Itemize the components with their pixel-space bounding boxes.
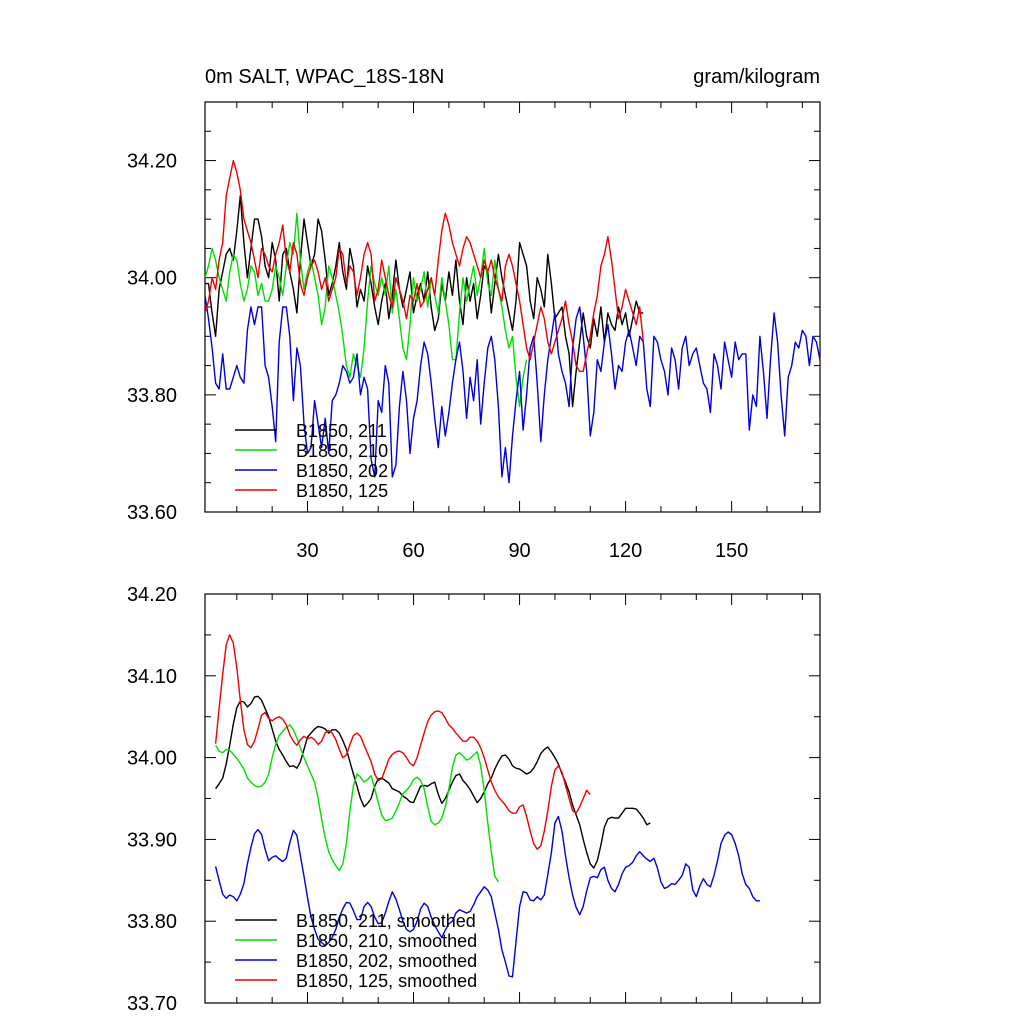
series-line	[215, 695, 651, 869]
y-tick-label: 33.80	[127, 911, 177, 933]
legend-label: B1850, 125, smoothed	[296, 971, 477, 991]
series-line	[205, 159, 644, 373]
legend-label: B1850, 202	[296, 461, 388, 481]
y-tick-label: 33.70	[127, 993, 177, 1015]
y-tick-label: 34.20	[127, 151, 177, 173]
legend-label: B1850, 210	[296, 441, 388, 461]
chart-title: 0m SALT, WPAC_18S-18N	[205, 66, 444, 88]
y-tick-label: 33.60	[127, 502, 177, 524]
y-tick-label: 33.90	[127, 829, 177, 851]
y-tick-label: 34.10	[127, 666, 177, 688]
x-tick-label: 30	[296, 540, 318, 562]
series-line	[215, 724, 499, 883]
legend-label: B1850, 210, smoothed	[296, 931, 477, 951]
series-line	[214, 634, 591, 850]
y-tick-label: 34.00	[127, 748, 177, 770]
y-tick-label: 34.00	[127, 268, 177, 290]
series-line	[214, 815, 760, 978]
units-label: gram/kilogram	[693, 66, 820, 88]
y-tick-label: 33.80	[127, 385, 177, 407]
y-tick-label: 34.20	[127, 584, 177, 606]
legend-label: B1850, 211	[296, 421, 387, 441]
x-tick-label: 90	[508, 540, 530, 562]
legend-label: B1850, 125	[296, 481, 388, 501]
x-tick-label: 60	[402, 540, 424, 562]
series-line	[205, 295, 820, 484]
bottom-panel: 33.70 33.80 33.90 34.00 34.10 34.20 B1850, 211…	[127, 584, 821, 1015]
x-tick-label: 150	[715, 540, 748, 562]
legend-label: B1850, 202, smoothed	[296, 951, 477, 971]
series-line	[205, 212, 528, 408]
legend-label: B1850, 211, smoothed	[296, 911, 476, 931]
x-tick-label: 120	[609, 540, 642, 562]
top-panel: 30 60 90 120 150 33.60 33.80 34.00 34.20 B1850, 2…	[127, 101, 821, 562]
